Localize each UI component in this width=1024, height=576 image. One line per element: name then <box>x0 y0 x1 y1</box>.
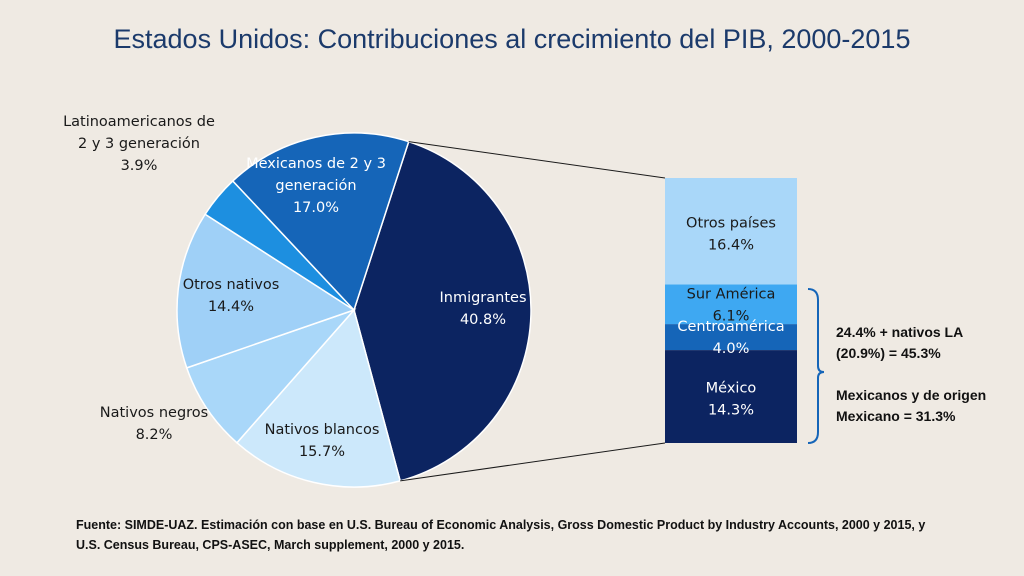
pie-label-latinoamericanos-de: Latinoamericanos de 2 y 3 generación 3.9% <box>63 114 215 174</box>
connector-line-top <box>408 141 666 179</box>
bar-segment-centroamerica <box>665 324 797 351</box>
bar-label-centroamerica: Centroamérica 4.0% <box>677 319 784 357</box>
bar-label-sur-america: Sur América 6.1% <box>687 286 776 324</box>
bar-segment-mexico <box>665 350 797 443</box>
source-note: Fuente: SIMDE-UAZ. Estimación con base e… <box>76 515 976 555</box>
annotation-line-3: Mexicanos y de origen <box>836 387 987 403</box>
annotation-line-4: Mexicano = 31.3% <box>836 408 956 424</box>
pie-label-nativos-negros: Nativos negros 8.2% <box>100 405 208 443</box>
connector-lines <box>400 141 666 482</box>
pie-label-mexicanos-de-2-y-3: Mexicanos de 2 y 3 generación 17.0% <box>246 156 386 216</box>
pie-slice-mexicanos-de-2-y-3 <box>231 132 410 312</box>
annotation: 24.4% + nativos LA (20.9%) = 45.3% Mexic… <box>836 322 1016 427</box>
pie-chart: Inmigrantes 40.8% Nativos blancos 15.7% Nati… <box>63 114 532 488</box>
bar-label-otros-paises: Otros países 16.4% <box>686 215 776 253</box>
pie-label-nativos-blancos: Nativos blancos 15.7% <box>265 422 380 460</box>
brace <box>807 288 825 444</box>
pie-slice-nativos-blancos <box>235 308 402 488</box>
bar-label-mexico: México 14.3% <box>706 381 757 419</box>
pie-slice-otros-nativos <box>176 213 356 369</box>
bar-segment-otros-paises <box>665 178 797 285</box>
annotation-line-2: (20.9%) = 45.3% <box>836 345 941 361</box>
pie-slice-nativos-negros <box>185 308 357 444</box>
pie-label-inmigrantes: Inmigrantes 40.8% <box>439 290 526 328</box>
bar-segment-sur-america <box>665 284 797 325</box>
source-line-1: Fuente: SIMDE-UAZ. Estimación con base e… <box>76 518 926 532</box>
annotation-line-1: 24.4% + nativos LA <box>836 324 964 340</box>
pie-label-otros-nativos: Otros nativos 14.4% <box>183 277 280 315</box>
source-line-2: U.S. Census Bureau, CPS-ASEC, March supp… <box>76 538 465 552</box>
chart-title: Estados Unidos: Contribuciones al crecim… <box>113 24 911 54</box>
stacked-bar: Otros países 16.4% Sur América 6.1%Centroam… <box>665 178 797 443</box>
connector-line-bottom <box>400 442 666 482</box>
pie-slice-inmigrantes <box>353 140 532 482</box>
